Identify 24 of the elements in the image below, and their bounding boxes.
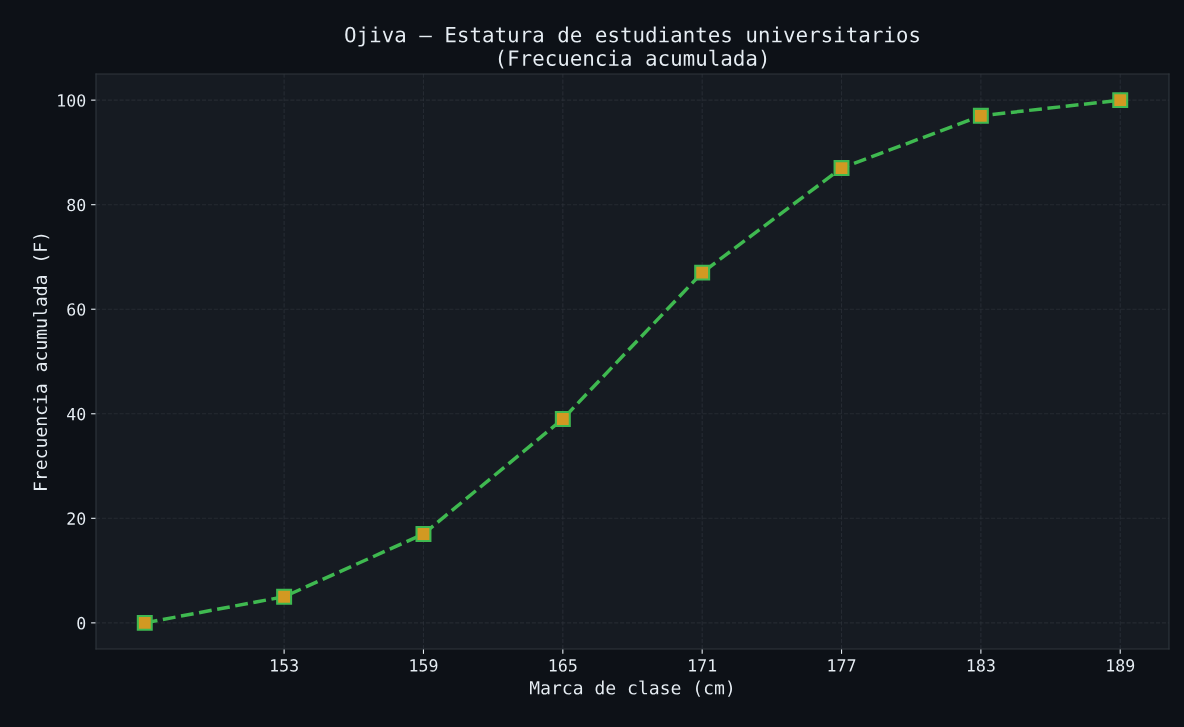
point	[276, 588, 293, 605]
point	[694, 264, 711, 281]
x-tick-label: 153	[271, 659, 298, 672]
x-tick-label: 183	[967, 659, 995, 672]
x-axis-title: Marca de clase (cm)	[529, 680, 733, 697]
y-tick-label: 80	[67, 198, 86, 212]
x-tick-label: 165	[549, 659, 577, 672]
y-tick-label: 100	[58, 94, 86, 107]
x-tick-label: 171	[689, 659, 717, 672]
y-tick-label: 20	[67, 512, 86, 525]
point	[136, 614, 153, 631]
point	[972, 107, 989, 124]
y-tick-label: 0	[77, 616, 86, 630]
x-tick-label: 159	[410, 659, 438, 672]
chart-title: Ojiva – Estatura de estudiantes universitarios (Frecuencia acumulada)	[345, 26, 919, 69]
x-tick-label: 177	[828, 659, 856, 672]
x-tick-label: 189	[1107, 659, 1135, 672]
y-tick-label: 40	[67, 407, 86, 421]
point	[554, 411, 571, 427]
y-tick-label: 60	[67, 303, 86, 316]
point	[833, 160, 850, 177]
point	[415, 526, 432, 542]
point	[1112, 92, 1129, 109]
y-axis-title: Frecuencia acumulada (F)	[33, 234, 50, 490]
